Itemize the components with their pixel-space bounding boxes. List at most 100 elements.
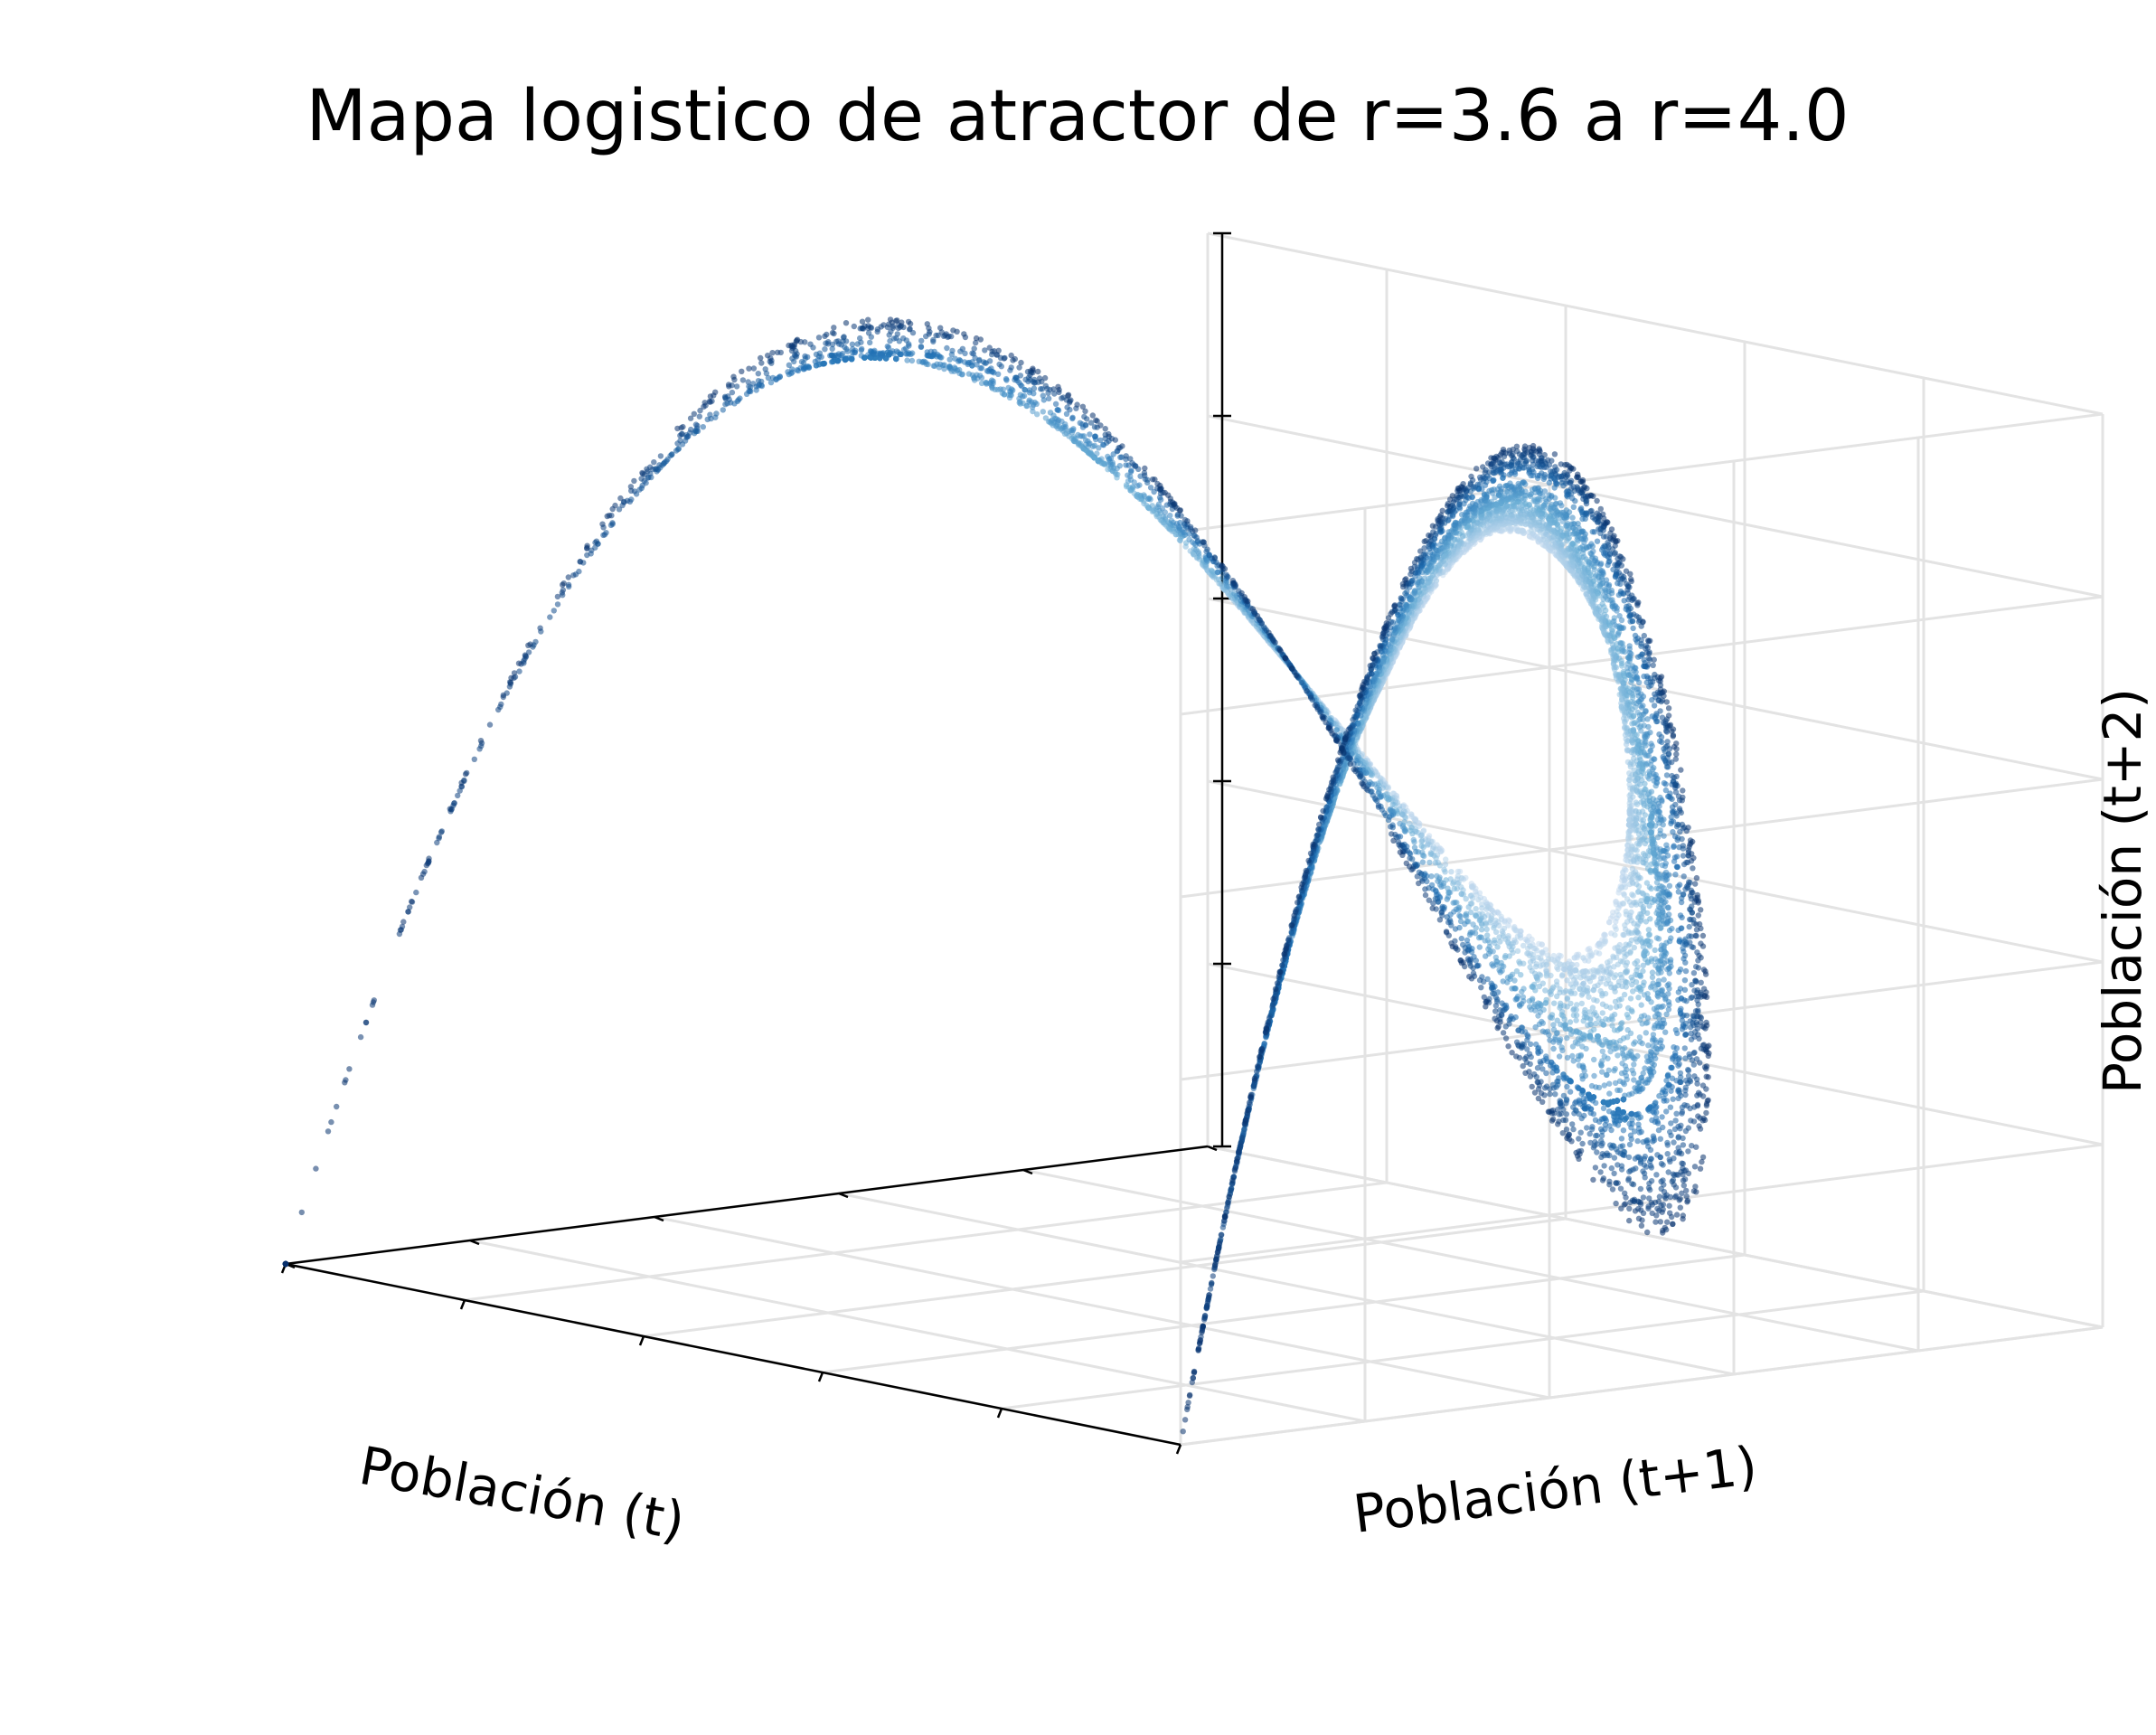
data-point — [1630, 794, 1636, 800]
data-point — [1640, 967, 1646, 975]
data-point — [1591, 974, 1597, 980]
grid-wall-left-z-5 — [1180, 412, 2104, 533]
data-point — [1450, 881, 1456, 887]
data-point — [1598, 1062, 1605, 1069]
data-point — [1658, 969, 1664, 976]
x-tick-3 — [817, 1372, 824, 1382]
data-point — [1622, 1045, 1628, 1051]
data-point — [1561, 1016, 1568, 1023]
data-point — [1526, 998, 1533, 1004]
data-point — [1568, 990, 1575, 997]
data-point — [1639, 1040, 1645, 1047]
data-point — [1543, 973, 1550, 979]
data-point — [1455, 868, 1462, 875]
data-point — [1209, 568, 1216, 574]
data-point — [1456, 912, 1463, 919]
data-point — [1622, 648, 1628, 655]
data-point — [1492, 929, 1500, 936]
data-point — [1633, 847, 1640, 853]
data-point — [1572, 542, 1578, 549]
data-point — [1586, 957, 1592, 964]
data-point — [1534, 533, 1541, 540]
data-point — [1604, 1071, 1610, 1079]
data-point — [1620, 901, 1627, 907]
data-point — [1475, 935, 1483, 941]
data-point — [1629, 692, 1636, 698]
data-point — [1555, 966, 1561, 973]
data-point — [1599, 993, 1605, 999]
data-point — [1594, 997, 1600, 1004]
data-point — [1078, 440, 1084, 447]
data-point — [1539, 949, 1545, 956]
data-point — [1505, 922, 1511, 929]
data-point — [1630, 892, 1636, 899]
data-point — [1657, 827, 1663, 834]
scatter-points — [282, 316, 1712, 1435]
data-point — [1483, 906, 1490, 912]
data-point — [1042, 415, 1050, 421]
data-point — [1606, 919, 1613, 926]
data-point — [1618, 1024, 1624, 1031]
data-point — [1632, 1039, 1638, 1045]
x-tick-2 — [638, 1335, 645, 1346]
data-point — [1625, 1014, 1632, 1021]
data-point — [1595, 982, 1601, 989]
data-point — [1623, 962, 1629, 969]
data-point — [1640, 817, 1647, 824]
data-point — [1558, 973, 1566, 979]
data-point — [1094, 450, 1100, 457]
data-point — [1612, 932, 1618, 938]
data-point — [1517, 960, 1523, 967]
data-point — [1603, 613, 1610, 620]
grid-floor-y-2 — [654, 1215, 1550, 1400]
data-point — [1649, 974, 1656, 981]
data-point — [1463, 896, 1469, 902]
data-point — [1587, 953, 1594, 959]
data-point — [1601, 940, 1607, 947]
y-axis-line — [285, 1145, 1209, 1266]
data-point — [1613, 926, 1619, 933]
data-point — [1627, 995, 1634, 1002]
grid-floor-y-5 — [1207, 1145, 2104, 1329]
data-point — [1648, 999, 1654, 1005]
x-tick-1 — [459, 1299, 466, 1310]
data-point — [1568, 1031, 1575, 1037]
data-point — [1635, 883, 1643, 890]
data-point — [1519, 988, 1525, 995]
grid-wall-right-z-5 — [1207, 231, 2104, 416]
grid-floor-y-3 — [838, 1192, 1735, 1376]
data-point — [1529, 967, 1535, 975]
data-point — [1606, 957, 1614, 965]
data-point — [1442, 869, 1448, 875]
data-point — [1411, 839, 1417, 845]
data-point — [1652, 947, 1658, 954]
data-point — [1662, 899, 1669, 905]
data-point — [1502, 954, 1509, 961]
data-point — [1168, 517, 1175, 524]
data-point — [1639, 914, 1645, 920]
data-point — [1619, 640, 1625, 646]
data-point — [1497, 938, 1503, 945]
data-point — [1634, 1052, 1641, 1060]
data-point — [1468, 883, 1475, 890]
data-point — [1532, 987, 1539, 994]
data-point — [1577, 975, 1584, 981]
data-point — [1637, 974, 1644, 980]
data-point — [1483, 926, 1490, 933]
grid-floor-x-1 — [464, 1181, 1388, 1302]
data-point — [1611, 974, 1617, 981]
data-point — [1528, 1006, 1535, 1013]
data-point — [1607, 1048, 1614, 1055]
data-point — [1558, 1021, 1564, 1028]
data-point — [1607, 1004, 1614, 1011]
data-point — [1611, 1068, 1617, 1074]
data-point — [1443, 856, 1449, 863]
data-point — [1633, 979, 1640, 985]
data-point — [1651, 765, 1657, 771]
data-point — [1573, 1017, 1579, 1023]
data-point — [1578, 992, 1586, 998]
data-point — [1619, 1020, 1625, 1026]
data-point — [1131, 479, 1137, 486]
data-point — [1631, 1061, 1637, 1068]
grid-floor-x-2 — [643, 1217, 1567, 1338]
